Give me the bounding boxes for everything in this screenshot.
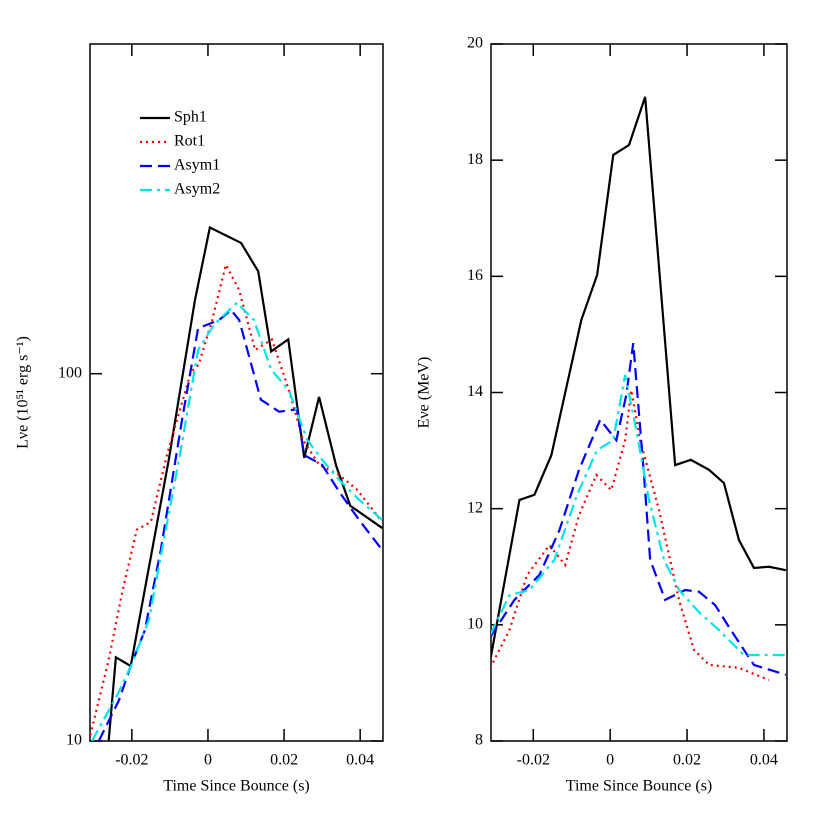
y-tick-label: 16 <box>467 267 483 284</box>
x-tick-label: 0 <box>606 752 614 769</box>
x-tick-label: 0.04 <box>346 752 374 769</box>
y-tick-label: 10 <box>66 732 82 749</box>
y-tick-label: 12 <box>467 499 483 516</box>
y-tick-label: 10 <box>467 616 483 633</box>
plot-frame <box>490 43 788 742</box>
legend-label: Rot1 <box>174 133 205 150</box>
y-tick-label: 8 <box>475 732 483 749</box>
data-line <box>491 389 770 682</box>
data-line <box>90 261 383 741</box>
x-tick-label: -0.02 <box>115 752 148 769</box>
plot-area <box>491 96 787 682</box>
y-tick-label: 18 <box>467 151 483 168</box>
data-line <box>90 301 383 741</box>
y-axis-label: Lνe (10⁵¹ erg s⁻¹) <box>15 336 32 449</box>
x-tick-label: 0.02 <box>673 752 701 769</box>
y-axis-label: Eνe (MeV) <box>416 357 433 429</box>
data-line <box>97 308 383 741</box>
x-tick-label: 0.02 <box>270 752 298 769</box>
legend-label: Asym2 <box>174 181 220 198</box>
x-tick-label: 0.04 <box>750 752 778 769</box>
data-line <box>491 374 786 657</box>
legend-label: Asym1 <box>174 157 220 174</box>
plot-frame <box>89 43 384 742</box>
data-line <box>491 342 787 676</box>
x-axis-label: Time Since Bounce (s) <box>566 778 713 795</box>
data-line <box>491 96 787 661</box>
data-line <box>107 225 383 741</box>
legend-label: Sph1 <box>174 109 207 126</box>
y-tick-label: 100 <box>58 364 82 381</box>
x-axis-label: Time Since Bounce (s) <box>163 778 310 795</box>
y-tick-label: 14 <box>467 383 483 400</box>
x-tick-label: -0.02 <box>517 752 550 769</box>
plot-area <box>90 225 383 741</box>
x-tick-label: 0 <box>204 752 212 769</box>
y-tick-label: 20 <box>467 35 483 52</box>
